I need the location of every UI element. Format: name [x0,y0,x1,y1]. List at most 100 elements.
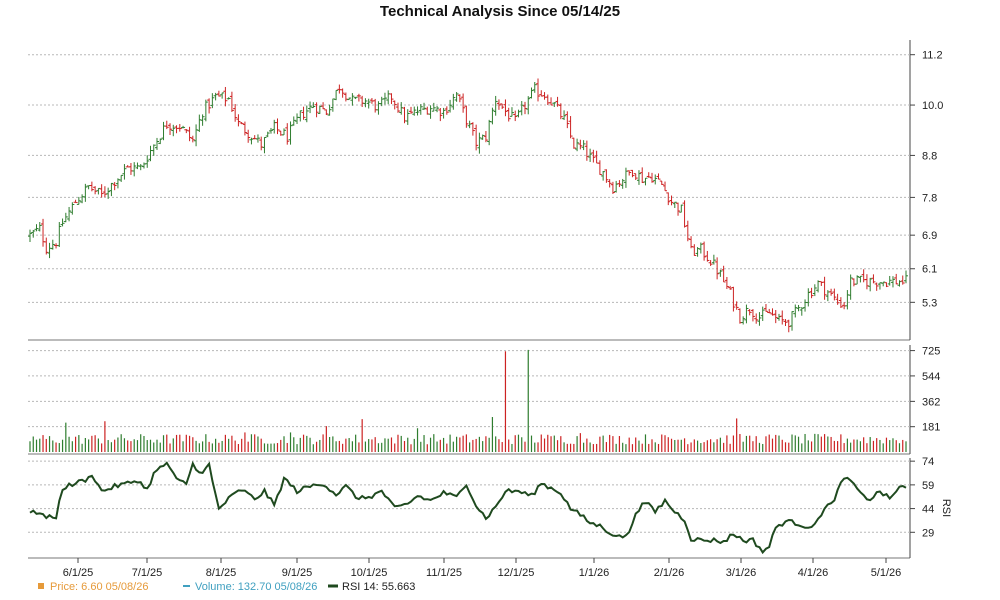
legend-volume-label: Volume: 132.70 05/08/26 [195,581,317,593]
chart-title: Technical Analysis Since 05/14/25 [380,3,620,20]
volume-bar [189,436,190,452]
price-bar [451,94,455,110]
volume-bar [476,439,477,452]
volume-bar [427,444,428,452]
volume-tick-label: 362 [922,396,940,408]
volume-bar [801,443,802,452]
volume-bar [700,443,701,452]
volume-bar [866,443,867,452]
rsi-panel: 74594429 RSI [28,456,952,558]
price-bar [207,98,211,113]
volume-bar [65,423,66,452]
price-bar [256,134,260,142]
volume-bar [625,444,626,452]
volume-bar [837,441,838,452]
price-bar [484,131,488,142]
volume-bar [524,442,525,452]
price-bar [715,257,719,279]
price-bar [849,274,853,299]
price-bar [836,294,840,305]
volume-bar [456,437,457,452]
volume-bar [78,435,79,452]
volume-bar [267,444,268,452]
rsi-grid [28,461,910,532]
volume-bar [222,441,223,452]
volume-bar [303,435,304,452]
price-bar [800,307,804,316]
volume-bar [319,440,320,452]
volume-bar [378,443,379,452]
volume-bar [788,443,789,452]
volume-bar [342,444,343,452]
price-bar [666,192,670,205]
price-bar [601,171,605,181]
price-bar [692,244,696,255]
volume-bar [114,440,115,452]
volume-bar [192,437,193,452]
price-bar [793,304,797,317]
x-tick-label: 10/1/25 [351,567,388,579]
volume-grid [28,351,910,427]
price-bar [266,132,270,137]
volume-bar [502,442,503,452]
volume-bar [795,435,796,452]
volume-bar [567,444,568,452]
volume-bar [798,437,799,452]
volume-bar [130,441,131,452]
volume-bar [791,435,792,452]
volume-bar [638,441,639,452]
price-bar [705,251,709,262]
volume-bar [775,435,776,452]
volume-bar [349,438,350,452]
price-bar [435,106,439,112]
volume-bar [195,441,196,452]
volume-bar [147,440,148,452]
price-bar [64,213,68,222]
volume-bar [528,350,529,452]
volume-bar [547,435,548,452]
price-bar [663,182,667,191]
price-bar [168,123,172,135]
volume-bar [153,442,154,452]
volume-bar [752,441,753,452]
price-bar [217,91,221,97]
volume-bar [218,443,219,452]
volume-bar [730,444,731,452]
volume-bar [492,417,493,452]
volume-bar [612,436,613,452]
volume-bar [91,436,92,452]
volume-bar [85,438,86,452]
volume-bar [804,434,805,452]
price-bar [41,219,45,247]
price-bar [337,85,341,94]
volume-bar [674,440,675,452]
price-bar [643,178,647,185]
price-bar [259,137,263,151]
volume-bar [746,436,747,452]
price-bar [162,122,166,140]
volume-bar [563,442,564,452]
volume-bar [274,443,275,452]
volume-bar [391,437,392,452]
volume-bar [257,436,258,452]
volume-bar [104,421,105,452]
x-tick-label: 7/1/25 [132,567,163,579]
volume-bar [616,444,617,452]
price-bar [689,236,693,248]
price-bar [344,92,348,101]
volume-bar [336,441,337,452]
price-bar [722,266,726,282]
price-bar [148,146,152,161]
price-tick-label: 7.8 [922,192,937,204]
price-bar [324,109,328,115]
price-bar [650,173,654,183]
volume-bar [277,443,278,452]
volume-bar [179,435,180,452]
volume-bar [101,443,102,452]
volume-bar [596,444,597,452]
volume-bar [235,441,236,452]
price-bar [858,276,862,282]
volume-bar [362,419,363,452]
volume-bar [762,444,763,452]
price-bar [523,102,527,114]
